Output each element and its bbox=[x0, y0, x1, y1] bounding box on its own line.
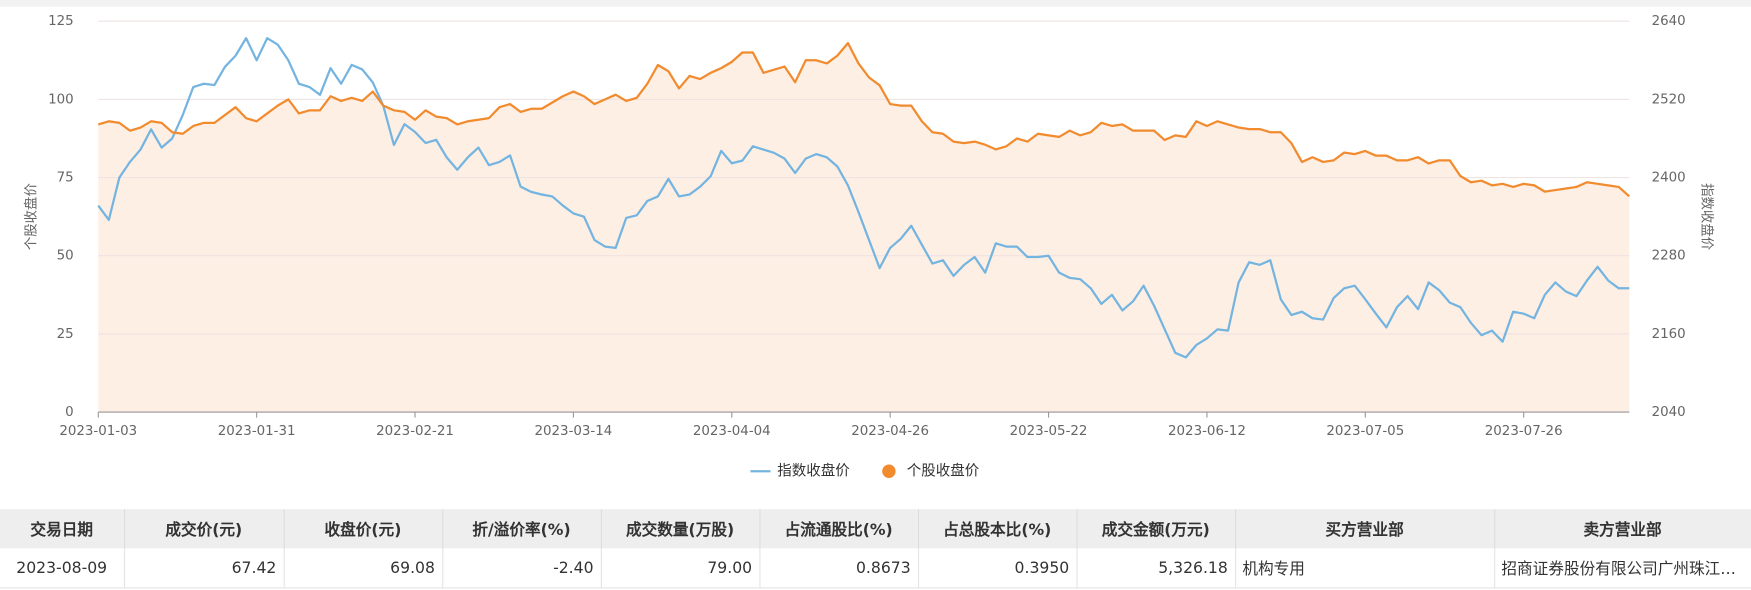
table-cell: 0.8673 bbox=[759, 548, 919, 589]
table-cell: 69.08 bbox=[283, 548, 443, 589]
table-cell: -2.40 bbox=[442, 548, 602, 589]
table-cell: 2023-08-09 bbox=[0, 548, 125, 589]
line bbox=[97, 37, 1630, 359]
table-cell: 5,326.18 bbox=[1076, 548, 1236, 589]
legend-label: 指数收盘价 bbox=[777, 461, 850, 479]
legend-label: 个股收盘价 bbox=[907, 461, 980, 479]
trade-table: 交易日期 成交价(元) 收盘价(元) 折/溢价率(%) 成交数量(万股) 占流通股比(%)… bbox=[0, 509, 1751, 589]
header-cell: 成交价(元) bbox=[123, 509, 285, 549]
y2-axis-label: 指数收盘价 bbox=[1698, 183, 1715, 250]
y-tick-label: 75 bbox=[57, 171, 74, 186]
y2-tick-label: 2400 bbox=[1652, 171, 1686, 186]
table-cell: 79.00 bbox=[600, 548, 760, 589]
x-tick-label: 2023-05-22 bbox=[1010, 424, 1088, 439]
table-cell: 机构专用 bbox=[1235, 548, 1495, 589]
chart: 个股收盘价 指数收盘价 0 25 50 75 100 125 2040 2160 2280 240… bbox=[0, 0, 1751, 479]
header-cell: 占流通股比(%) bbox=[759, 509, 919, 549]
y2-tick-label: 2040 bbox=[1652, 405, 1686, 420]
header-cell: 收盘价(元) bbox=[283, 509, 443, 549]
x-tick-label: 2023-07-05 bbox=[1326, 424, 1404, 439]
y-tick-label: 125 bbox=[48, 14, 74, 29]
y2-tick-label: 2520 bbox=[1652, 92, 1686, 107]
header-cell: 占总股本比(%) bbox=[917, 509, 1078, 549]
x-tick-label: 2023-01-31 bbox=[218, 424, 296, 439]
legend-swatch bbox=[882, 464, 896, 478]
header-cell: 卖方营业部 bbox=[1494, 509, 1751, 549]
table-row: 2023-08-09 67.42 69.08 -2.40 79.00 0.8673 0.39… bbox=[0, 548, 1751, 589]
top-bar bbox=[0, 0, 1751, 7]
header-cell: 交易日期 bbox=[0, 509, 125, 549]
x-tick-label: 2023-01-03 bbox=[59, 424, 137, 439]
x-tick-label: 2023-02-21 bbox=[376, 424, 454, 439]
x-tick-label: 2023-06-12 bbox=[1168, 424, 1246, 439]
line bbox=[97, 41, 1631, 198]
x-tick-label: 2023-04-26 bbox=[851, 424, 929, 439]
header-row: 交易日期 成交价(元) 收盘价(元) 折/溢价率(%) 成交数量(万股) 占流通股比(%)… bbox=[0, 509, 1751, 549]
x-tick-label: 2023-03-14 bbox=[534, 424, 612, 439]
y-axis-label: 个股收盘价 bbox=[22, 183, 39, 250]
y-tick-label: 100 bbox=[48, 92, 74, 107]
x-tick-label: 2023-04-04 bbox=[693, 424, 771, 439]
table-cell: 67.42 bbox=[123, 548, 285, 589]
header-cell: 成交数量(万股) bbox=[600, 509, 760, 549]
header-cell: 成交金额(万元) bbox=[1076, 509, 1236, 549]
y2-tick-label: 2280 bbox=[1652, 249, 1686, 264]
y2-tick-label: 2640 bbox=[1652, 14, 1686, 29]
table-cell: 招商证券股份有限公司广州珠江新城证券营业部 bbox=[1494, 548, 1751, 589]
table-cell: 0.3950 bbox=[917, 548, 1078, 589]
y-tick-label: 25 bbox=[57, 327, 74, 342]
y-tick-label: 50 bbox=[57, 249, 74, 264]
x-tick-label: 2023-07-26 bbox=[1485, 424, 1563, 439]
y-tick-label: 0 bbox=[65, 405, 74, 420]
table-body: 2023-08-09 67.42 69.08 -2.40 79.00 0.8673 0.39… bbox=[0, 548, 1751, 589]
header-cell: 买方营业部 bbox=[1235, 509, 1495, 549]
header-cell: 折/溢价率(%) bbox=[442, 509, 602, 549]
y2-tick-label: 2160 bbox=[1652, 327, 1686, 342]
